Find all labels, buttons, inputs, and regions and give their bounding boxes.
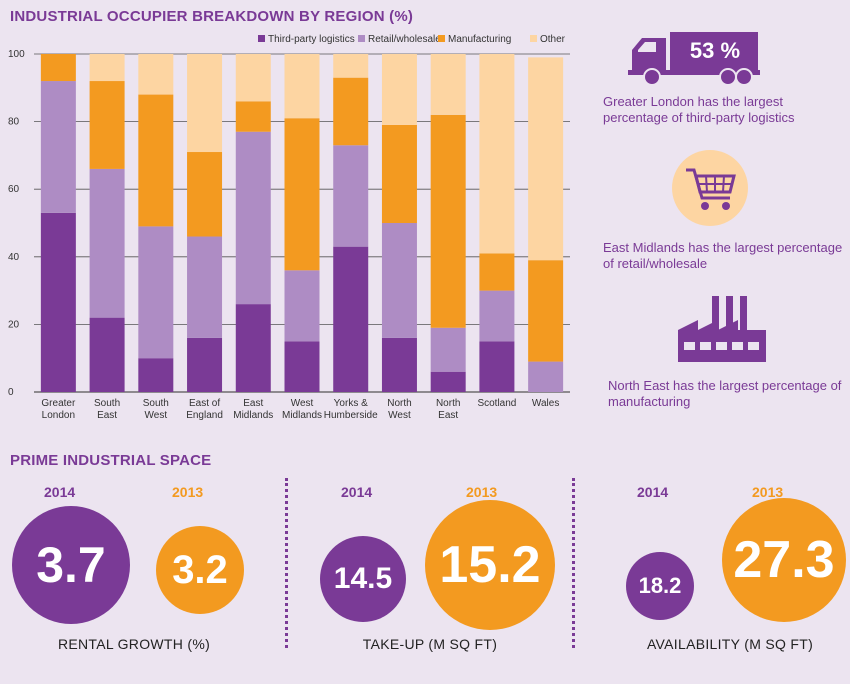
year-2014-label: 2014 [637, 484, 669, 500]
bar-segment-third_party [284, 341, 320, 392]
bar-segment-manufacturing [528, 260, 564, 362]
legend-label: Third-party logistics [268, 34, 355, 45]
bar-segment-third_party [40, 212, 76, 392]
bar-segment-third_party [381, 337, 417, 392]
bar-segment-retail [235, 131, 271, 305]
bar-segment-third_party [138, 358, 174, 392]
x-category-label: West Midlands [282, 398, 322, 421]
bar-segment-manufacturing [235, 101, 271, 132]
bar-segment-third_party [430, 371, 466, 392]
y-tick-label: 100 [8, 49, 25, 60]
bar-segment-third_party [479, 341, 515, 392]
year-2014-label: 2014 [44, 484, 76, 500]
bar-segment-other [187, 54, 223, 153]
legend-label: Retail/wholesale [368, 34, 441, 45]
x-category-label: North East [436, 398, 460, 421]
bar-segment-manufacturing [138, 94, 174, 227]
rental-growth-label: RENTAL GROWTH (%) [57, 636, 211, 652]
rental-growth-2013-bubble: 3.2 [156, 526, 244, 614]
section-title: PRIME INDUSTRIAL SPACE [10, 452, 212, 469]
y-tick-label: 60 [8, 184, 20, 195]
legend-swatch-third_party [258, 35, 265, 42]
y-tick-label: 40 [8, 252, 20, 263]
bar-segment-manufacturing [284, 118, 320, 271]
bar-segment-manufacturing [479, 253, 515, 291]
x-category-label: East of England [186, 398, 223, 421]
bar-segment-retail [430, 327, 466, 372]
legend-swatch-retail [358, 35, 365, 42]
bar-segment-third_party [89, 317, 125, 392]
bar-segment-manufacturing [333, 77, 369, 146]
take-up-2013-bubble: 15.2 [425, 500, 555, 630]
legend-label: Other [540, 34, 566, 45]
availability-label: AVAILABILITY (M SQ FT) [646, 636, 814, 652]
bar-segment-third_party [333, 246, 369, 392]
year-2013-label: 2013 [172, 484, 204, 500]
x-category-label: Wales [532, 398, 559, 409]
divider [572, 478, 575, 648]
bar-segment-manufacturing [40, 54, 76, 82]
callout-manufacturing: North East has the largest percentage of… [608, 378, 842, 409]
bar-segment-retail [40, 81, 76, 213]
bar-segment-other [138, 54, 174, 95]
truck-percentage: 53 % [689, 38, 741, 63]
legend-swatch-manufacturing [438, 35, 445, 42]
x-category-label: South West [143, 398, 169, 421]
x-category-label: Greater London [41, 398, 76, 421]
bar-segment-retail [528, 361, 564, 392]
year-2013-label: 2013 [466, 484, 498, 500]
legend-label: Manufacturing [448, 34, 511, 45]
x-category-label: East Midlands [233, 398, 273, 421]
divider [285, 478, 288, 648]
shopping-cart-icon [672, 150, 748, 226]
bar-segment-manufacturing [381, 124, 417, 223]
chart-title: INDUSTRIAL OCCUPIER BREAKDOWN BY REGION … [10, 8, 414, 25]
x-category-label: Yorks & Humberside [324, 398, 378, 421]
factory-icon [678, 296, 766, 362]
year-2013-label: 2013 [752, 484, 784, 500]
bar-segment-third_party [235, 304, 271, 392]
stacked-bar-chart: 0 20 40 60 80 100 Greater London South East South W… [8, 34, 570, 421]
bar-segment-other [430, 54, 466, 115]
bar-segment-retail [333, 145, 369, 247]
x-category-label: South East [94, 398, 120, 421]
legend-swatch-other [530, 35, 537, 42]
callout-retail: East Midlands has the largest percentage… [603, 240, 843, 271]
bar-segment-third_party [187, 337, 223, 392]
bar-segment-other [284, 54, 320, 119]
bar-segment-retail [138, 226, 174, 359]
bar-segment-other [333, 54, 369, 78]
bar-segment-retail [381, 223, 417, 338]
bar-segment-retail [284, 270, 320, 342]
rental-growth-2014-bubble: 3.7 [12, 506, 130, 624]
bar-segment-manufacturing [430, 114, 466, 328]
availability-2013-bubble: 27.3 [722, 498, 846, 622]
bar-segment-manufacturing [89, 81, 125, 169]
bar-segment-manufacturing [187, 152, 223, 237]
bar-segment-retail [89, 168, 125, 318]
bar-segment-other [479, 54, 515, 254]
take-up-2014-bubble: 14.5 [320, 536, 406, 622]
bar-segment-retail [479, 290, 515, 342]
bar-segment-other [528, 57, 564, 261]
y-tick-label: 20 [8, 319, 20, 330]
year-2014-label: 2014 [341, 484, 373, 500]
x-category-label: Scotland [477, 398, 516, 409]
bar-segment-other [89, 54, 125, 82]
bar-segment-other [381, 54, 417, 125]
bar-segment-retail [187, 236, 223, 338]
bar-segment-other [235, 54, 271, 102]
take-up-label: TAKE-UP (M SQ FT) [362, 636, 498, 652]
availability-2014-bubble: 18.2 [626, 552, 694, 620]
y-tick-label: 80 [8, 117, 20, 128]
y-tick-label: 0 [8, 387, 14, 398]
truck-icon [628, 32, 760, 86]
x-category-label: North West [387, 398, 411, 421]
callout-logistics: Greater London has the largest percentag… [603, 94, 795, 125]
